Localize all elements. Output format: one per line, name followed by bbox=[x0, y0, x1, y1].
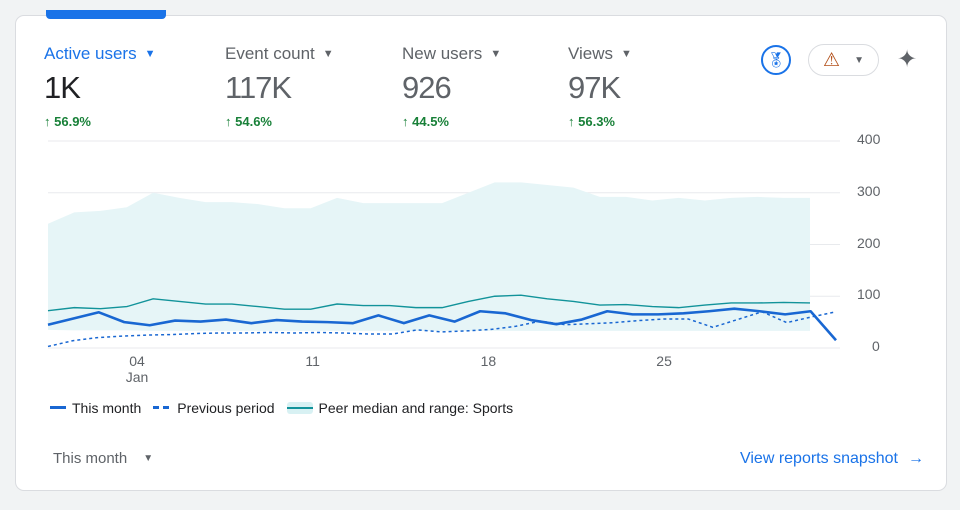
metric-value: 1K bbox=[44, 70, 81, 105]
x-tick-label: 18 bbox=[480, 353, 497, 369]
chart-legend: This month Previous period Peer median a… bbox=[50, 400, 525, 416]
arrow-up-icon: ↑ bbox=[225, 114, 232, 129]
metric-label: Views bbox=[568, 44, 614, 63]
metric-label: New users bbox=[402, 44, 483, 63]
peer-range-area bbox=[48, 182, 810, 331]
x-tick-sublabel: Jan bbox=[125, 369, 149, 385]
metric-change: ↑ 56.9% bbox=[44, 114, 91, 129]
arrow-up-icon: ↑ bbox=[44, 114, 51, 129]
previous-period-line bbox=[47, 310, 837, 348]
metric-change: ↑ 44.5% bbox=[402, 114, 449, 129]
this-month-line bbox=[47, 307, 837, 342]
metric-label: Event count bbox=[225, 44, 315, 63]
metric-value: 926 bbox=[402, 70, 452, 105]
caret-down-icon[interactable]: ▼ bbox=[490, 48, 502, 60]
metric-change: ↑ 54.6% bbox=[225, 114, 272, 129]
caret-down-icon: ▼ bbox=[854, 54, 864, 66]
legend-peer-median: Peer median and range: Sports bbox=[286, 400, 513, 416]
legend-this-month: This month bbox=[50, 400, 141, 416]
x-tick-label: 11 bbox=[305, 353, 320, 369]
warning-dropdown-button[interactable]: ⚠ ▼ bbox=[808, 44, 879, 76]
peer-median-line bbox=[47, 294, 811, 312]
arrow-up-icon: ↑ bbox=[568, 114, 575, 129]
caret-down-icon[interactable]: ▼ bbox=[144, 48, 156, 60]
arrow-up-icon: ↑ bbox=[402, 114, 409, 129]
caret-down-icon[interactable]: ▼ bbox=[322, 48, 334, 60]
x-tick-label: 25 bbox=[656, 353, 672, 369]
y-tick-label: 0 bbox=[872, 338, 880, 354]
metric-value: 117K bbox=[225, 70, 292, 105]
metric-event-count[interactable]: Event count ▼ 117K ↑ 54.6% bbox=[225, 44, 334, 129]
sparkle-icon[interactable]: ✦ bbox=[897, 46, 918, 73]
metric-active-users[interactable]: Active users ▼ 1K ↑ 56.9% bbox=[44, 44, 155, 129]
y-tick-label: 400 bbox=[857, 131, 881, 147]
caret-down-icon[interactable]: ▼ bbox=[621, 48, 632, 60]
metric-label: Active users bbox=[44, 44, 137, 63]
x-tick-label: 04 Jan bbox=[117, 353, 157, 385]
y-tick-label: 200 bbox=[857, 234, 881, 251]
legend-previous-period: Previous period bbox=[153, 400, 275, 416]
arrow-right-icon: → bbox=[908, 450, 924, 467]
period-selector[interactable]: This month ▼ bbox=[53, 450, 154, 467]
warning-icon: ⚠ bbox=[823, 49, 841, 71]
metric-new-users[interactable]: New users ▼ 926 ↑ 44.5% bbox=[402, 44, 501, 129]
y-tick-label: 100 bbox=[857, 286, 881, 303]
caret-down-icon: ▼ bbox=[143, 453, 154, 464]
metric-change: ↑ 56.3% bbox=[568, 114, 615, 129]
y-tick-label: 300 bbox=[857, 182, 881, 199]
medal-icon[interactable]: 🏅︎ bbox=[761, 45, 791, 75]
metric-value: 97K bbox=[568, 70, 621, 105]
metric-views[interactable]: Views ▼ 97K ↑ 56.3% bbox=[568, 44, 632, 129]
view-reports-snapshot-link[interactable]: View reports snapshot → bbox=[739, 450, 924, 467]
active-tab-indicator bbox=[46, 10, 166, 19]
